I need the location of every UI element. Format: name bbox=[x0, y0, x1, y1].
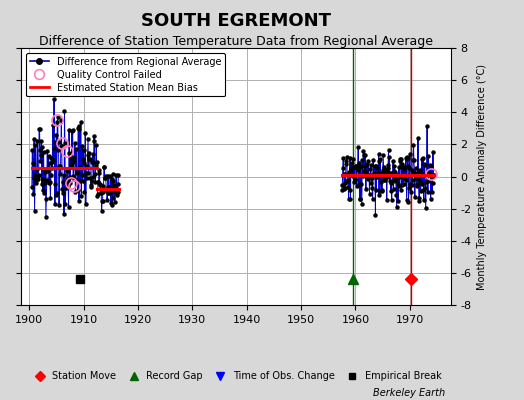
Text: Berkeley Earth: Berkeley Earth bbox=[373, 388, 445, 398]
Text: SOUTH EGREMONT: SOUTH EGREMONT bbox=[141, 12, 331, 30]
Y-axis label: Monthly Temperature Anomaly Difference (°C): Monthly Temperature Anomaly Difference (… bbox=[477, 64, 487, 290]
Title: Difference of Station Temperature Data from Regional Average: Difference of Station Temperature Data f… bbox=[39, 35, 433, 48]
Legend: Difference from Regional Average, Quality Control Failed, Estimated Station Mean: Difference from Regional Average, Qualit… bbox=[26, 53, 225, 96]
Legend: Station Move, Record Gap, Time of Obs. Change, Empirical Break: Station Move, Record Gap, Time of Obs. C… bbox=[30, 322, 416, 340]
Legend: Station Move, Record Gap, Time of Obs. Change, Empirical Break: Station Move, Record Gap, Time of Obs. C… bbox=[27, 368, 445, 384]
